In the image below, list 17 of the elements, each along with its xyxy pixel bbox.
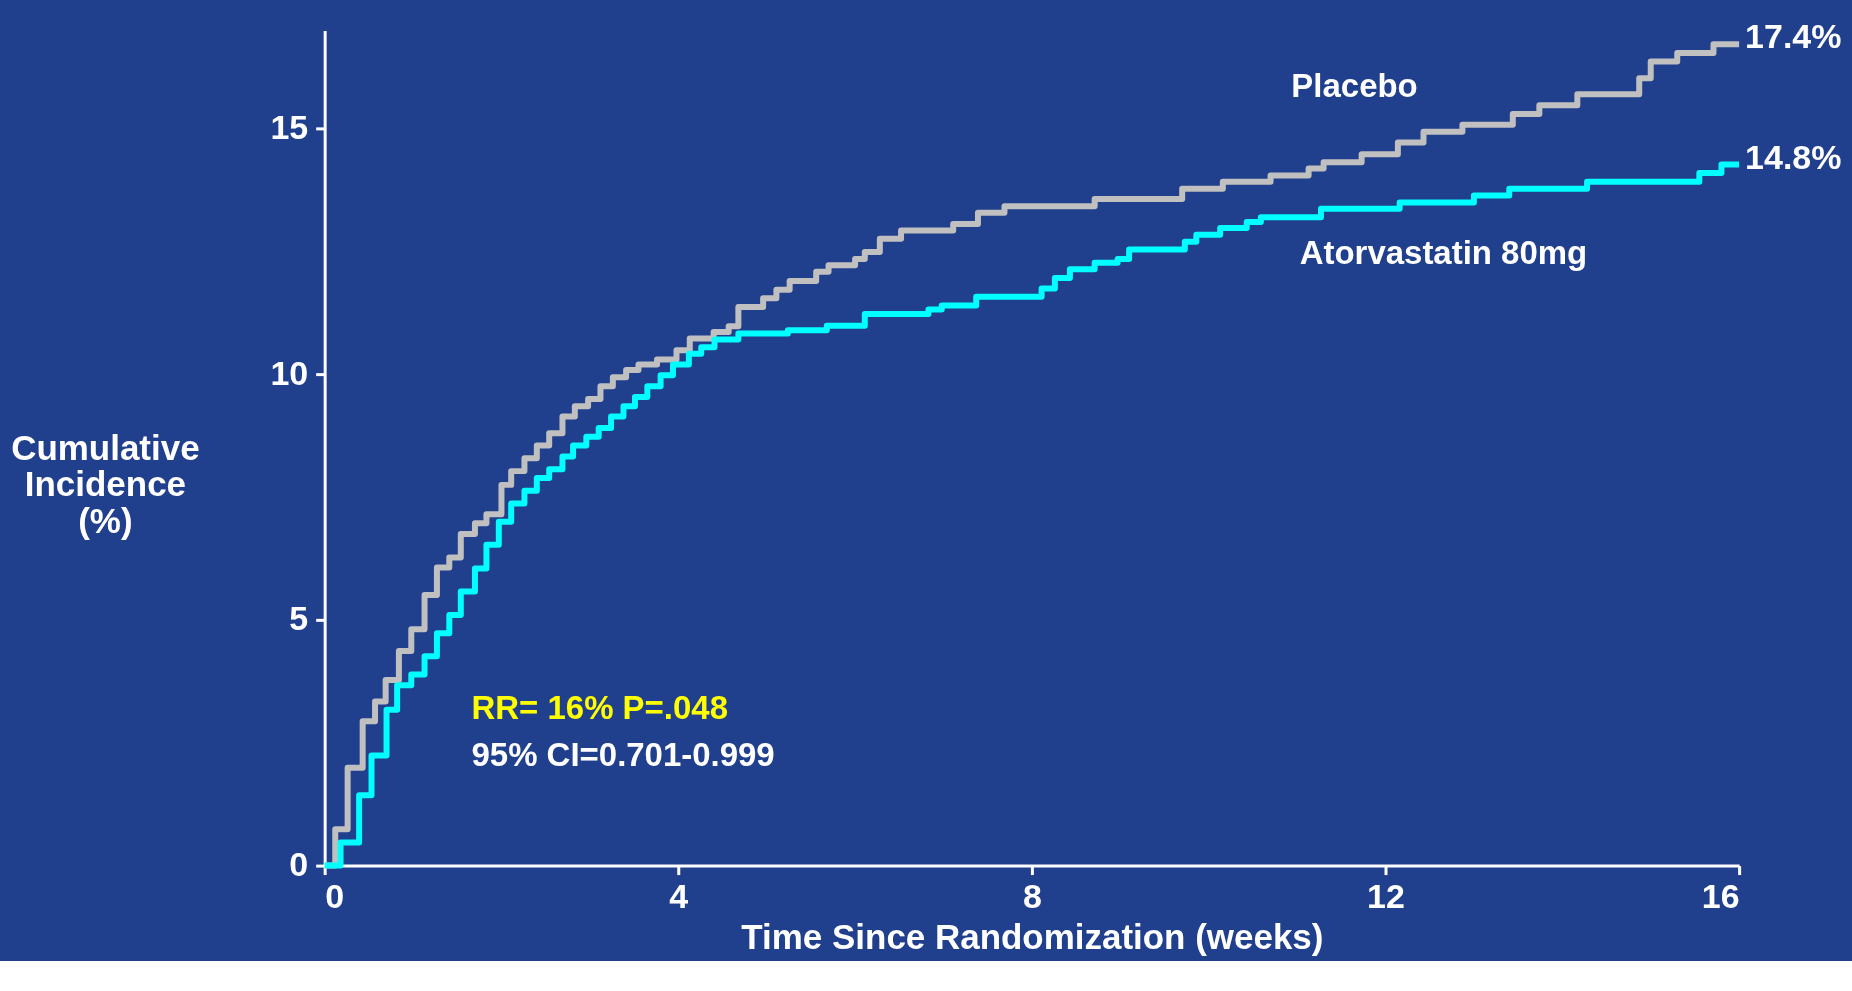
- series-label: Placebo: [1291, 67, 1418, 105]
- x-tick-label: 4: [669, 877, 689, 916]
- annotation: 14.8%: [1745, 137, 1842, 176]
- y-tick-label: 5: [289, 599, 309, 638]
- y-axis-title: Cumulative Incidence (%): [11, 427, 200, 541]
- annotation: 95% CI=0.701-0.999: [471, 735, 775, 773]
- x-axis-title: Time Since Randomization (weeks): [741, 916, 1324, 956]
- x-tick-label: 0: [325, 877, 345, 916]
- annotation: 17.4%: [1745, 17, 1842, 56]
- x-tick-label: 8: [1022, 877, 1042, 916]
- series-label: Atorvastatin 80mg: [1299, 234, 1588, 272]
- x-tick-label: 16: [1701, 877, 1740, 916]
- y-tick-label: 10: [270, 353, 309, 392]
- x-tick-label: 12: [1367, 877, 1405, 916]
- y-tick-label: 0: [289, 845, 309, 884]
- y-tick-label: 15: [270, 108, 309, 147]
- annotation: RR= 16% P=.048: [471, 688, 728, 726]
